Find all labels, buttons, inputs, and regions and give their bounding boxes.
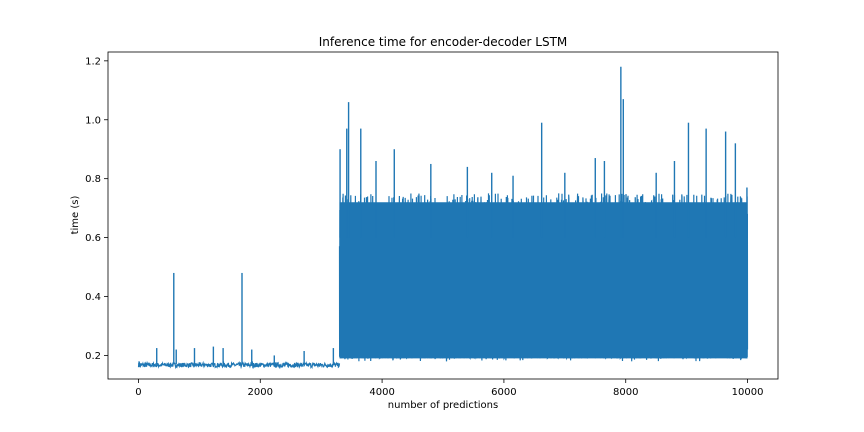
x-tick-label: 10000 xyxy=(732,387,764,398)
chart-title: Inference time for encoder-decoder LSTM xyxy=(319,35,568,49)
series-layer xyxy=(137,66,749,370)
dense-band xyxy=(339,202,748,359)
x-tick-label: 4000 xyxy=(369,387,394,398)
y-tick-label: 1.0 xyxy=(85,115,101,126)
y-tick-label: 0.4 xyxy=(85,292,101,303)
y-axis-ticks: 0.2 0.4 0.6 0.8 1.0 1.2 xyxy=(85,56,108,362)
x-tick-label: 0 xyxy=(135,387,141,398)
y-tick-label: 0.6 xyxy=(85,233,101,244)
x-tick-label: 8000 xyxy=(613,387,638,398)
x-axis-label: number of predictions xyxy=(388,400,498,411)
x-tick-label: 6000 xyxy=(491,387,516,398)
x-axis-ticks: 0 2000 4000 6000 8000 10000 xyxy=(135,379,763,398)
y-tick-label: 0.8 xyxy=(85,174,101,185)
plot-area-frame xyxy=(107,51,779,380)
series-line-segment xyxy=(137,360,341,370)
y-tick-label: 1.2 xyxy=(85,56,101,67)
y-axis-label: time (s) xyxy=(70,196,81,235)
y-tick-label: 0.2 xyxy=(85,351,101,362)
x-tick-label: 2000 xyxy=(248,387,273,398)
